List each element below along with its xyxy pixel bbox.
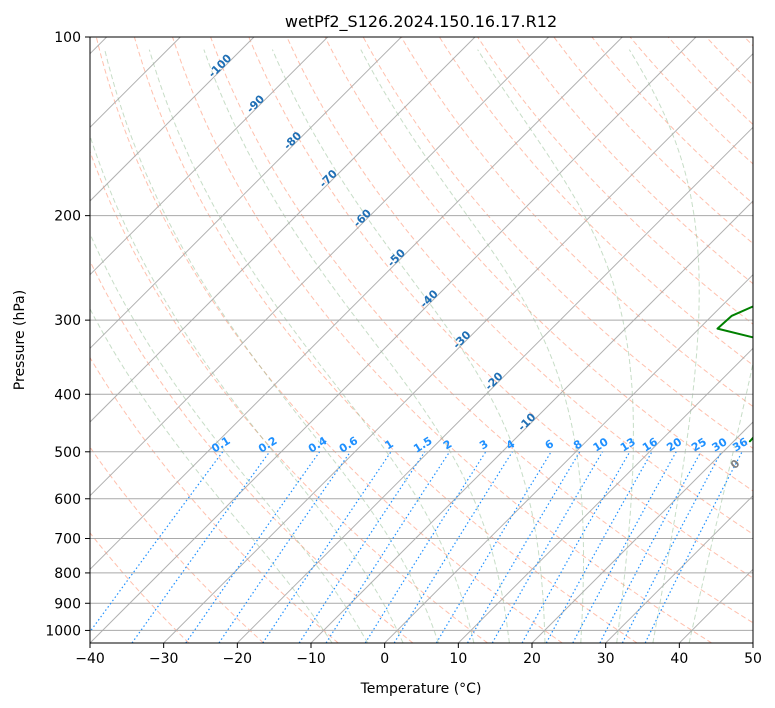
moist-adiabat-line	[203, 49, 510, 643]
mixing-ratio-line	[521, 451, 631, 643]
y-axis-title: Pressure (hPa)	[12, 290, 28, 390]
moist-adiabat-line	[628, 49, 700, 643]
isotherm-line	[90, 37, 623, 571]
x-tick-label: 30	[597, 651, 615, 667]
x-tick-label: −40	[75, 651, 105, 667]
mixing-ratio-line	[572, 451, 677, 643]
mixing-ratio-line	[325, 451, 451, 643]
moist-adiabat-line	[148, 49, 475, 643]
dry-adiabat-line	[286, 37, 753, 535]
mixing-ratio-line	[364, 451, 487, 643]
isotherm-line	[310, 200, 753, 643]
mixing-ratio-line	[545, 451, 653, 643]
isotherm-line	[531, 421, 753, 643]
y-tick-label: 400	[54, 387, 81, 403]
dry-adiabat-line	[553, 37, 753, 245]
isotherm-line	[605, 494, 753, 643]
moist-adiabat-line	[688, 361, 753, 643]
moist-adiabat-line	[360, 49, 584, 643]
x-tick-label: 0	[380, 651, 389, 667]
y-tick-label: 500	[54, 445, 81, 461]
y-tick-label: 700	[54, 532, 81, 548]
mixing-ratio-line	[491, 451, 604, 643]
y-tick-label: 200	[54, 209, 81, 225]
isotherm-line	[90, 37, 255, 202]
moist-adiabat-line	[90, 134, 404, 643]
x-tick-label: −20	[223, 651, 253, 667]
y-axis: 100 200 300 400 500 600 700 800 900 1000	[45, 30, 90, 639]
dry-adiabat-line	[90, 532, 190, 643]
mixing-ratio-line	[393, 451, 513, 643]
dry-adiabat-line	[172, 37, 712, 643]
mixing-ratio-line	[185, 451, 321, 643]
x-tick-label: −10	[296, 651, 326, 667]
x-tick-label: −30	[149, 651, 179, 667]
isotherm-line	[457, 347, 753, 643]
mixing-ratio-line	[435, 451, 552, 643]
y-tick-label: 100	[54, 30, 81, 46]
y-tick-label: 300	[54, 313, 81, 329]
dry-adiabat-line	[90, 356, 339, 643]
dry-adiabat-line	[95, 37, 563, 643]
background-lines	[90, 37, 753, 643]
dry-adiabat-line	[591, 37, 753, 205]
dry-adiabat-line	[90, 260, 414, 643]
y-tick-label: 600	[54, 492, 81, 508]
mixing-ratio-line	[131, 451, 271, 643]
mixing-ratio-line	[218, 451, 351, 643]
dry-adiabat-line	[133, 37, 638, 643]
plot-frame	[89, 36, 754, 644]
y-tick-label: 1000	[45, 623, 81, 639]
dry-adiabat-line	[477, 37, 753, 325]
x-tick-label: 20	[523, 651, 541, 667]
dry-adiabat-line	[400, 37, 753, 408]
y-tick-label: 900	[54, 596, 81, 612]
x-tick-label: 10	[449, 651, 467, 667]
x-axis-title: Temperature (°C)	[360, 681, 482, 697]
moist-adiabat-line	[271, 49, 546, 643]
moist-adiabat-line	[90, 232, 369, 643]
isotherm-line	[236, 126, 753, 643]
moist-adiabat-line	[104, 49, 439, 643]
chart-title: wetPf2_S126.2024.150.16.17.R12	[285, 12, 557, 32]
isotherm-line	[90, 37, 697, 643]
isotherm-line	[90, 37, 550, 497]
sounding-profiles	[716, 305, 753, 443]
x-tick-label: 40	[670, 651, 688, 667]
dewpoint-profile-line	[716, 305, 753, 443]
dry-adiabat-line	[248, 37, 753, 579]
isotherm-line	[163, 52, 753, 643]
dry-adiabat-line	[438, 37, 753, 366]
y-tick-label: 800	[54, 566, 81, 582]
isotherm-line	[90, 37, 402, 350]
dry-adiabat-line	[324, 37, 753, 492]
mixing-ratio-line	[466, 451, 581, 643]
x-tick-label: 50	[744, 651, 762, 667]
isotherm-line	[90, 37, 476, 423]
x-axis: −40 −30 −20 −10 0 10 20 30 40 50	[75, 643, 762, 667]
isotherm-line	[90, 37, 329, 276]
isotherm-line	[384, 273, 753, 643]
dry-adiabat-line	[210, 37, 753, 624]
